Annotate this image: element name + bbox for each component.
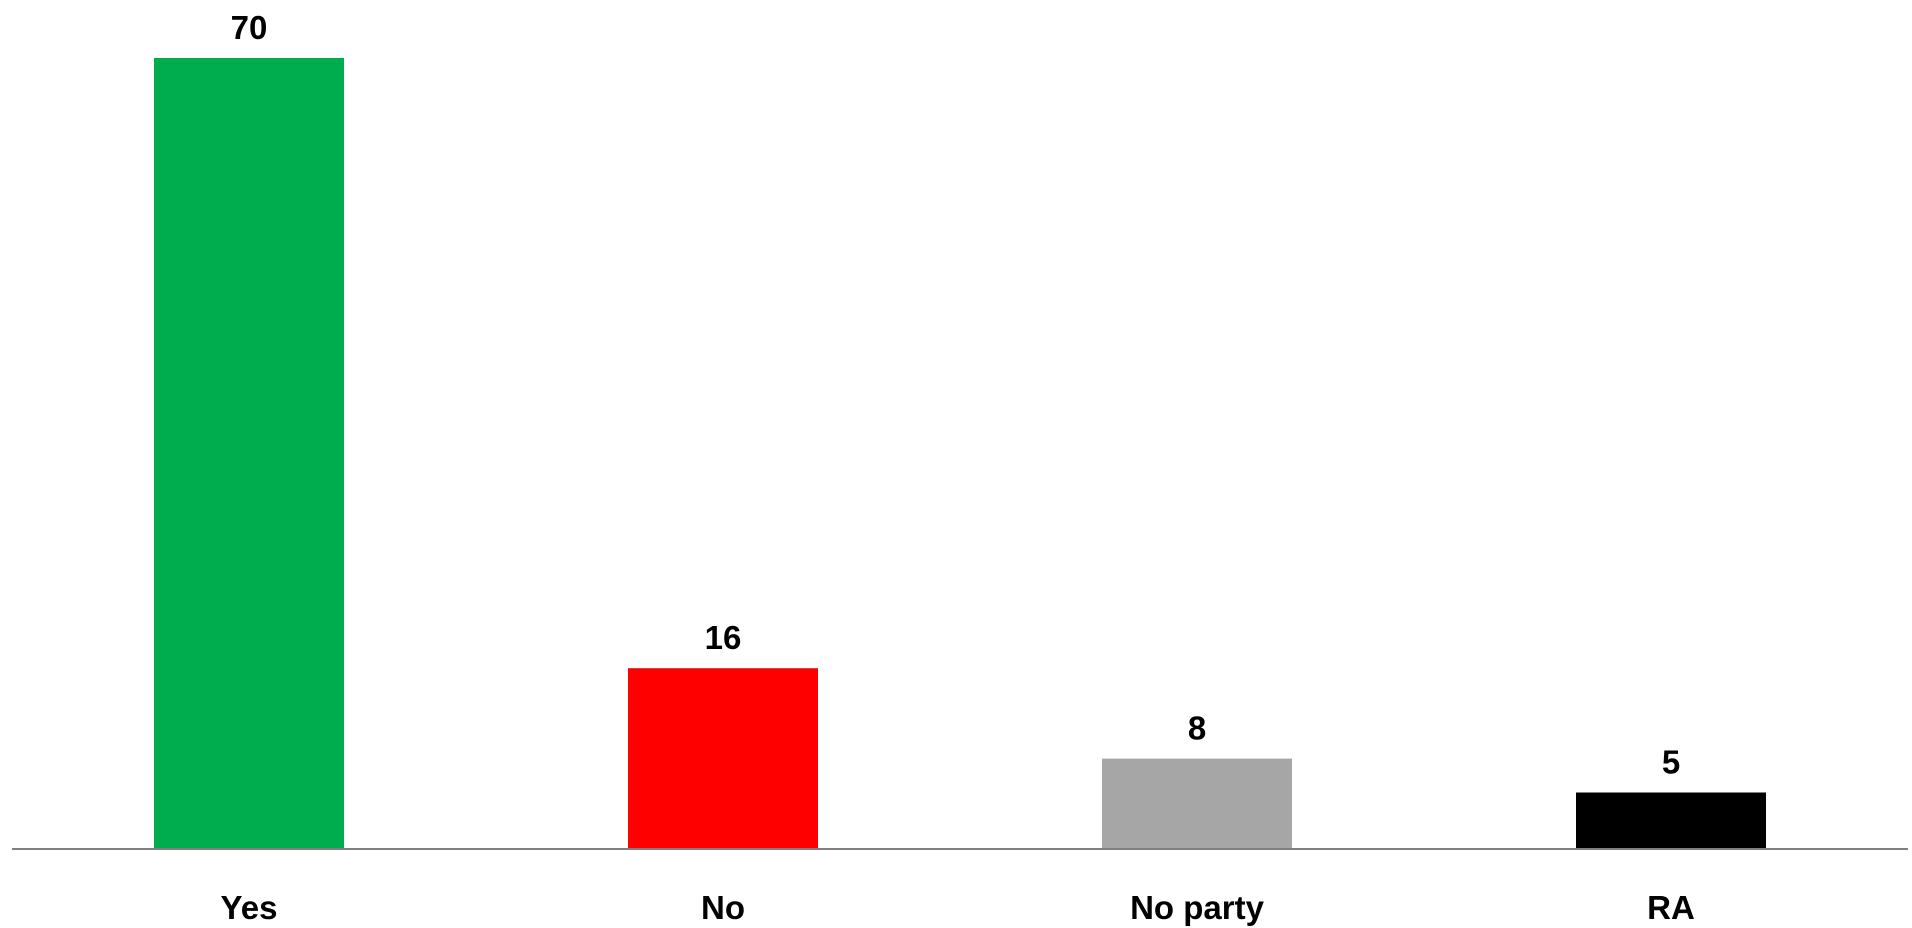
data-label-no: 16: [705, 619, 742, 656]
bar-yes: [154, 58, 344, 849]
bars-layer: [154, 58, 1766, 849]
x-tick-label-ra: RA: [1647, 889, 1695, 926]
x-tick-label-no-party: No party: [1130, 889, 1265, 926]
data-label-ra: 5: [1662, 744, 1680, 781]
bar-no-party: [1102, 758, 1292, 849]
data-label-yes: 70: [231, 9, 268, 46]
x-tick-label-yes: Yes: [221, 889, 278, 926]
x-tick-labels-layer: Yes No No party RA: [221, 889, 1695, 926]
bar-ra: [1576, 792, 1766, 849]
x-tick-label-no: No: [701, 889, 745, 926]
bar-no: [628, 668, 818, 849]
data-label-no-party: 8: [1188, 710, 1206, 747]
data-labels-layer: 70 16 8 5: [231, 9, 1681, 781]
